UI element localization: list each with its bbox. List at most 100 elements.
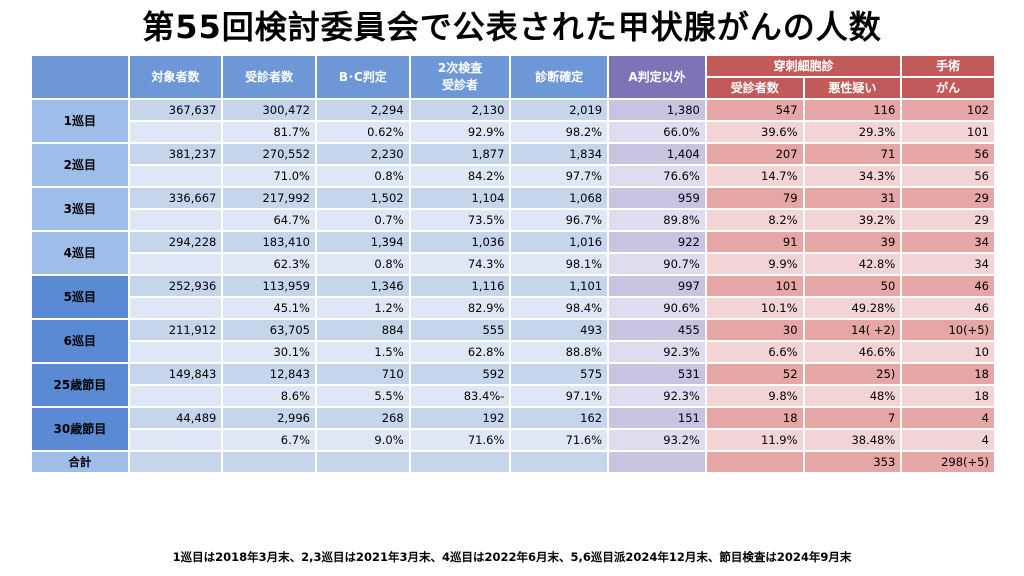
- table-cell: 268: [317, 408, 409, 428]
- table-cell: 73.5%: [410, 210, 510, 230]
- table-cell: 531: [609, 364, 705, 384]
- table-row: 30歳節目 44,489 2,996 268 192 162 151 18 7 4: [32, 408, 994, 450]
- table-row: 6巡目 211,912 63,705 884 555 493 455 30 14( +2) 10(…: [32, 320, 994, 362]
- table-cell: 42.8%: [804, 254, 901, 274]
- table-cell: 39: [804, 232, 901, 252]
- table-cell: 8.6%: [223, 386, 315, 406]
- table-cell: 98.4%: [511, 298, 608, 318]
- header-sub-malignant: 悪性疑い: [804, 78, 901, 98]
- header-surgery: 手術: [902, 56, 994, 76]
- table-cell: 30.1%: [223, 342, 315, 362]
- table-cell: 29: [902, 188, 994, 208]
- row-label: 3巡目: [32, 188, 128, 230]
- table-cell: 2,294: [317, 100, 409, 120]
- header-second-exam: 2次検査 受診者: [410, 56, 510, 98]
- table-cell: 1.5%: [317, 342, 409, 362]
- table-cell: 38.48%: [804, 430, 901, 450]
- table-cell: 14.7%: [706, 166, 803, 186]
- header-second-exam-line1: 2次検査: [437, 61, 483, 75]
- table-cell: 46.6%: [804, 342, 901, 362]
- table-cell: 1,380: [609, 100, 705, 120]
- table-cell: 18: [706, 408, 803, 428]
- table-cell: 71: [804, 144, 901, 164]
- table-cell: 31: [804, 188, 901, 208]
- table-cell: 90.6%: [609, 298, 705, 318]
- thyroid-cancer-table: 対象者数 受診者数 B･C判定 2次検査 受診者 診断確定 A判定以外 穿刺細胞…: [30, 54, 996, 474]
- table-cell: 98.1%: [511, 254, 608, 274]
- table-cell: 151: [609, 408, 705, 428]
- table-cell: 1,016: [511, 232, 608, 252]
- table-cell: 29: [902, 210, 994, 230]
- table-row: 3巡目 336,667 217,992 1,502 1,104 1,068 959 79 31 2…: [32, 188, 994, 230]
- total-cell: [706, 452, 803, 472]
- table-cell: 98.2%: [511, 122, 608, 142]
- total-cell: [609, 452, 705, 472]
- table-cell: 46: [902, 276, 994, 296]
- table-cell: 6.7%: [223, 430, 315, 450]
- total-cell: [410, 452, 510, 472]
- table-cell: 96.7%: [511, 210, 608, 230]
- table-cell: [129, 122, 222, 142]
- table-cell: 66.0%: [609, 122, 705, 142]
- table-cell: 710: [317, 364, 409, 384]
- table-cell: 48%: [804, 386, 901, 406]
- table-cell: 2,130: [410, 100, 510, 120]
- header-target-count: 対象者数: [129, 56, 222, 98]
- row-label: 2巡目: [32, 144, 128, 186]
- table-cell: 81.7%: [223, 122, 315, 142]
- table-cell: 10(+5): [902, 320, 994, 340]
- table-cell: 12,843: [223, 364, 315, 384]
- table-row: 4巡目 294,228 183,410 1,394 1,036 1,016 922 91 39 3…: [32, 232, 994, 274]
- table-cell: 102: [902, 100, 994, 120]
- table-cell: [129, 166, 222, 186]
- row-label: 1巡目: [32, 100, 128, 142]
- table-cell: 4: [902, 408, 994, 428]
- table-cell: 63,705: [223, 320, 315, 340]
- table-cell: 101: [706, 276, 803, 296]
- table-cell: 300,472: [223, 100, 315, 120]
- table-cell: 79: [706, 188, 803, 208]
- table-cell: 71.6%: [410, 430, 510, 450]
- table-cell: 10.1%: [706, 298, 803, 318]
- total-cell: [317, 452, 409, 472]
- table-cell: [129, 430, 222, 450]
- header-non-a-judgment: A判定以外: [609, 56, 705, 98]
- table-cell: 9.8%: [706, 386, 803, 406]
- table-cell: 4: [902, 430, 994, 450]
- table-cell: 1,068: [511, 188, 608, 208]
- table-cell: 14( +2): [804, 320, 901, 340]
- footnote: 1巡目は2018年3月末、2,3巡目は2021年3月末、4巡目は2022年6月末…: [172, 550, 852, 564]
- table-cell: 8.2%: [706, 210, 803, 230]
- table-cell: 62.8%: [410, 342, 510, 362]
- table-cell: 39.2%: [804, 210, 901, 230]
- table-cell: [129, 386, 222, 406]
- header-sub-examined: 受診者数: [706, 78, 803, 98]
- table-row: 30.1% 1.5% 62.8% 88.8% 92.3% 6.6% 46.6% 10: [32, 342, 994, 362]
- total-cell: [223, 452, 315, 472]
- table-cell: 88.8%: [511, 342, 608, 362]
- table-cell: 183,410: [223, 232, 315, 252]
- table-cell: 1,116: [410, 276, 510, 296]
- table-cell: 381,237: [129, 144, 222, 164]
- table-cell: 71.0%: [223, 166, 315, 186]
- total-row: 合計 353 298(+5): [32, 452, 994, 472]
- row-label: 30歳節目: [32, 408, 128, 450]
- table-cell: 1,104: [410, 188, 510, 208]
- table-cell: 2,996: [223, 408, 315, 428]
- table-cell: 82.9%: [410, 298, 510, 318]
- total-cell: 353: [804, 452, 901, 472]
- table-cell: 101: [902, 122, 994, 142]
- table-cell: 7: [804, 408, 901, 428]
- header-puncture-cytology: 穿刺細胞診: [706, 56, 901, 76]
- table-cell: 455: [609, 320, 705, 340]
- table-cell: 1,404: [609, 144, 705, 164]
- table-cell: 336,667: [129, 188, 222, 208]
- table-cell: 34: [902, 232, 994, 252]
- header-sub-cancer: がん: [902, 78, 994, 98]
- table-row: 64.7% 0.7% 73.5% 96.7% 89.8% 8.2% 39.2% 29: [32, 210, 994, 230]
- table-cell: 493: [511, 320, 608, 340]
- table-cell: 2,019: [511, 100, 608, 120]
- table-cell: 46: [902, 298, 994, 318]
- table-cell: [129, 298, 222, 318]
- row-label: 25歳節目: [32, 364, 128, 406]
